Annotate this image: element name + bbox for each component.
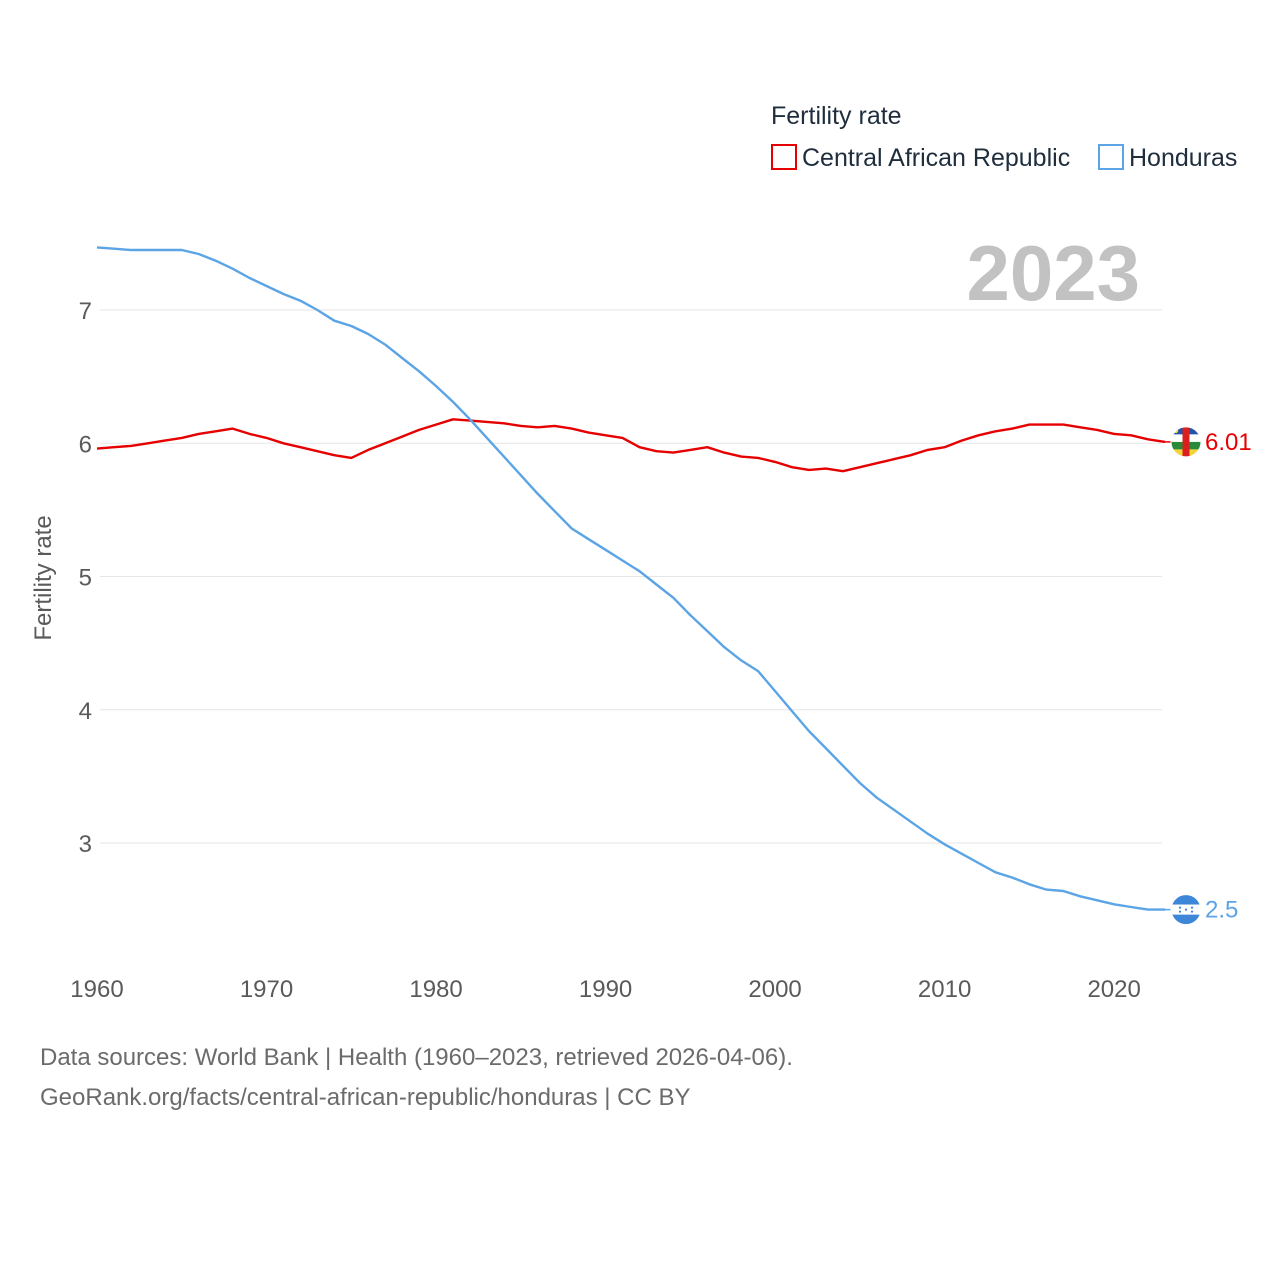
series-line-honduras[interactable]: [96, 246, 1165, 911]
y-tick-label: 6: [79, 431, 92, 458]
x-axis-ticks: 1960 1970 1980 1990 2000 2010 2020: [70, 976, 1141, 1003]
footer-sources: Data sources: World Bank | Health (1960–…: [40, 1044, 793, 1071]
honduras-flag: [1170, 894, 1202, 926]
legend-item-honduras[interactable]: Honduras: [1098, 144, 1237, 172]
legend-label: Central African Republic: [802, 144, 1070, 172]
y-axis-title: Fertility rate: [30, 515, 57, 640]
gridlines: [100, 309, 1162, 844]
legend-label: Honduras: [1129, 144, 1237, 172]
legend-item-central-african-republic[interactable]: Central African Republic: [771, 144, 1070, 172]
end-markers: 6.01 2.5: [1165, 426, 1252, 926]
x-tick-label: 1970: [240, 976, 293, 1003]
x-tick-label: 2000: [748, 976, 801, 1003]
x-tick-label: 1990: [579, 976, 632, 1003]
central-african-republic-flag: [1170, 426, 1202, 458]
footer-attribution[interactable]: GeoRank.org/facts/central-african-republ…: [40, 1084, 691, 1111]
y-tick-label: 3: [79, 831, 92, 858]
year-label: 2023: [966, 229, 1140, 317]
y-tick-label: 4: [79, 698, 92, 725]
series-line-central-african-republic[interactable]: [96, 418, 1166, 473]
end-value-label: 6.01: [1205, 429, 1252, 456]
legend-swatch: [1098, 144, 1124, 170]
legend-title: Fertility rate: [771, 102, 902, 130]
x-tick-label: 2010: [918, 976, 971, 1003]
end-value-label: 2.5: [1205, 897, 1238, 924]
x-tick-label: 1980: [409, 976, 462, 1003]
x-tick-label: 1960: [70, 976, 123, 1003]
y-axis-ticks: 3 4 5 6 7: [79, 298, 92, 858]
y-tick-label: 7: [79, 298, 92, 325]
y-tick-label: 5: [79, 565, 92, 592]
series-lines: [96, 246, 1166, 911]
x-tick-label: 2020: [1087, 976, 1140, 1003]
legend-swatch: [771, 144, 797, 170]
line-chart: Fertility rate Central African Republic …: [30, 102, 1252, 1003]
